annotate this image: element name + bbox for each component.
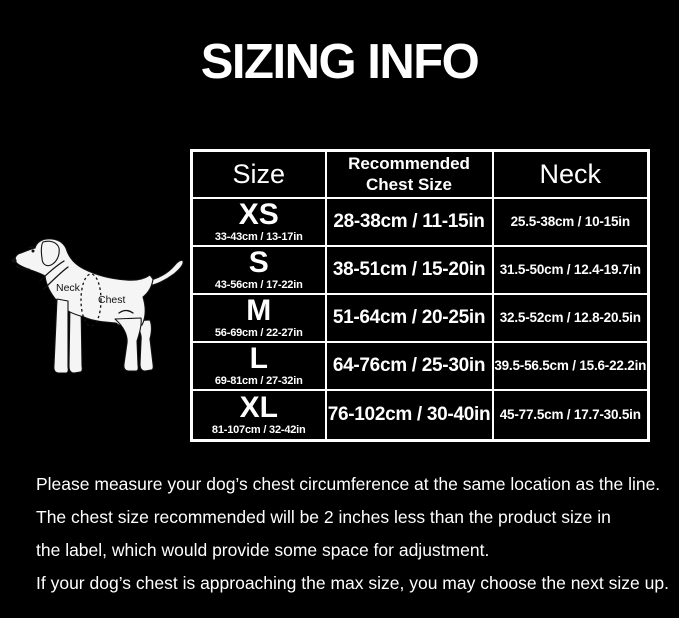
- dog-tail: [145, 259, 184, 287]
- dog-body: [14, 238, 154, 328]
- neck-size-cell: 45-77.5cm / 17.7-30.5in: [491, 388, 650, 442]
- size-label: L: [249, 342, 268, 375]
- note-line-3: the label, which would provide some spac…: [36, 540, 490, 560]
- chest-size-cell: 64-76cm / 25-30in: [324, 340, 494, 391]
- dog-ear: [40, 240, 60, 267]
- note-line-1: Please measure your dog’s chest circumfe…: [36, 474, 661, 494]
- neck-size-cell: 31.5-50cm / 12.4-19.7in: [491, 244, 650, 295]
- size-chart-table: Size Recommended Chest Size Neck XS 33-4…: [190, 149, 650, 442]
- chest-measure-label: Chest: [98, 294, 126, 306]
- header-size: Size: [190, 149, 327, 199]
- dog-eyebrow-line: [28, 246, 36, 249]
- neck-measure-label: Neck: [56, 282, 81, 294]
- neck-size-cell: 32.5-52cm / 12.8-20.5in: [491, 292, 650, 343]
- chest-size-cell: 38-51cm / 15-20in: [324, 244, 494, 295]
- header-neck: Neck: [491, 149, 650, 199]
- size-label: S: [248, 246, 269, 279]
- size-cell: XS 33-43cm / 13-17in: [190, 196, 327, 247]
- measurement-notes: Please measure your dog’s chest circumfe…: [36, 468, 669, 600]
- chest-size-cell: 76-102cm / 30-40in: [324, 388, 494, 442]
- dog-mouth-line: [15, 265, 30, 270]
- chest-size-cell: 28-38cm / 11-15in: [324, 196, 494, 247]
- size-range-label: 43-56cm / 17-22in: [214, 279, 303, 291]
- size-range-label: 69-81cm / 27-32in: [214, 375, 303, 387]
- size-cell: M 56-69cm / 22-27in: [190, 292, 327, 343]
- neck-band-line-lower: [43, 266, 69, 290]
- size-range-label: 33-43cm / 13-17in: [214, 231, 303, 243]
- page-title: SIZING INFO: [200, 35, 480, 89]
- neck-band-line-upper: [39, 260, 65, 282]
- dog-front-leg-near: [53, 298, 69, 374]
- note-line-2: The chest size recommended will be 2 inc…: [36, 507, 611, 527]
- table-row: L 69-81cm / 27-32in 64-76cm / 25-30in 39…: [190, 340, 650, 391]
- dog-nose: [11, 258, 17, 263]
- table-row: XS 33-43cm / 13-17in 28-38cm / 11-15in 2…: [190, 196, 650, 247]
- table-row: M 56-69cm / 22-27in 51-64cm / 20-25in 32…: [190, 292, 650, 343]
- dog-eye: [31, 249, 35, 253]
- dog-front-leg-far: [68, 301, 83, 374]
- size-range-label: 56-69cm / 22-27in: [214, 327, 303, 339]
- size-cell: S 43-56cm / 17-22in: [190, 244, 327, 295]
- size-label: M: [246, 294, 272, 327]
- size-label: XS: [238, 198, 279, 231]
- table-row: S 43-56cm / 17-22in 38-51cm / 15-20in 31…: [190, 244, 650, 295]
- size-label: XL: [239, 391, 278, 425]
- dog-measurement-diagram: Neck Chest: [11, 238, 184, 374]
- header-chest: Recommended Chest Size: [324, 149, 494, 199]
- table-row: XL 81-107cm / 32-42in 76-102cm / 30-40in…: [190, 388, 650, 442]
- table-header-row: Size Recommended Chest Size Neck: [190, 149, 650, 199]
- chest-size-cell: 51-64cm / 20-25in: [324, 292, 494, 343]
- dog-rear-leg-near: [114, 317, 142, 372]
- chest-dashed-ellipse: [80, 273, 102, 327]
- neck-size-cell: 39.5-56.5cm / 15.6-22.2in: [491, 340, 650, 391]
- note-line-4: If your dog’s chest is approaching the m…: [36, 573, 669, 593]
- neck-size-cell: 25.5-38cm / 10-15in: [491, 196, 650, 247]
- size-cell: L 69-81cm / 27-32in: [190, 340, 327, 391]
- dog-rear-leg-far: [132, 319, 154, 372]
- size-range-label: 81-107cm / 32-42in: [211, 424, 306, 437]
- size-cell: XL 81-107cm / 32-42in: [190, 388, 327, 442]
- dog-thigh-line: [118, 309, 134, 314]
